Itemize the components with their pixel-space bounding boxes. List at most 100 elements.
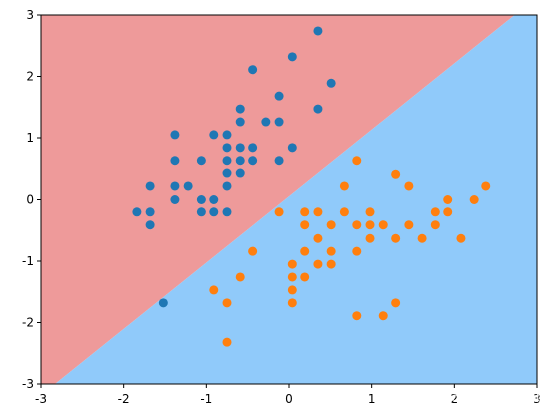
point [404, 181, 414, 191]
point [222, 207, 232, 217]
point [235, 168, 245, 178]
point [313, 104, 323, 114]
point [352, 246, 362, 256]
point [313, 26, 323, 36]
point [235, 104, 245, 114]
point [287, 259, 297, 269]
point [391, 233, 401, 243]
point [222, 337, 232, 347]
point [430, 220, 440, 230]
point [132, 207, 142, 217]
point [196, 207, 206, 217]
point [209, 195, 219, 204]
watermark: CSDN @Allen's hub [400, 388, 545, 406]
point [170, 195, 180, 204]
point [313, 233, 323, 243]
point [365, 207, 375, 217]
y-tick-label: -1 [22, 254, 34, 268]
point [300, 220, 310, 230]
point [274, 117, 284, 127]
point [222, 168, 232, 178]
point [274, 91, 284, 101]
point [274, 207, 284, 217]
point [352, 220, 362, 230]
point [417, 233, 427, 243]
x-tick-label: 1 [368, 392, 376, 406]
point [170, 181, 180, 191]
y-tick-label: 3 [26, 8, 34, 22]
point [158, 298, 168, 308]
point [222, 181, 232, 191]
point [235, 272, 245, 282]
point [287, 52, 297, 62]
point [261, 117, 271, 127]
point [196, 156, 206, 166]
y-tick-label: 2 [26, 70, 34, 84]
point [287, 298, 297, 308]
point [170, 130, 180, 140]
point [222, 156, 232, 166]
point [170, 156, 180, 166]
point [313, 207, 323, 217]
point [339, 181, 349, 191]
point [248, 156, 258, 166]
point [145, 220, 155, 230]
x-tick-label: -2 [118, 392, 130, 406]
point [365, 220, 375, 230]
point [287, 272, 297, 282]
point [456, 233, 466, 243]
point [313, 259, 323, 269]
point [248, 65, 258, 75]
point [248, 143, 258, 153]
point [481, 181, 491, 191]
region [55, 15, 537, 384]
point [235, 117, 245, 127]
point [443, 195, 453, 204]
point [235, 143, 245, 153]
point [183, 181, 193, 191]
point [274, 156, 284, 166]
point [235, 156, 245, 166]
point [391, 298, 401, 308]
y-tick-label: -3 [22, 377, 34, 391]
point [430, 207, 440, 217]
point [326, 220, 336, 230]
point [339, 207, 349, 217]
point [209, 207, 219, 217]
point [222, 130, 232, 140]
y-tick-label: 1 [26, 131, 34, 145]
point [287, 285, 297, 295]
point [469, 195, 479, 204]
point [404, 220, 414, 230]
point [378, 220, 388, 230]
x-tick-label: 2 [451, 392, 459, 406]
point [352, 156, 362, 166]
point [145, 207, 155, 217]
region [41, 15, 515, 384]
x-tick-label: 3 [533, 392, 541, 406]
x-tick-label: -3 [35, 392, 47, 406]
y-tick-label: -2 [22, 316, 34, 330]
point [365, 233, 375, 243]
point [222, 143, 232, 153]
point [209, 130, 219, 140]
x-tick-label: -1 [200, 392, 212, 406]
point [248, 246, 258, 256]
x-tick-label: 0 [285, 392, 293, 406]
point [300, 246, 310, 256]
point [196, 195, 206, 204]
point [300, 207, 310, 217]
point [145, 181, 155, 191]
point [222, 298, 232, 308]
point [326, 78, 336, 88]
point [391, 169, 401, 179]
point [326, 246, 336, 256]
point [300, 272, 310, 282]
point [378, 311, 388, 321]
point [287, 143, 297, 153]
point [209, 285, 219, 295]
point [326, 259, 336, 269]
y-tick-label: 0 [26, 193, 34, 207]
